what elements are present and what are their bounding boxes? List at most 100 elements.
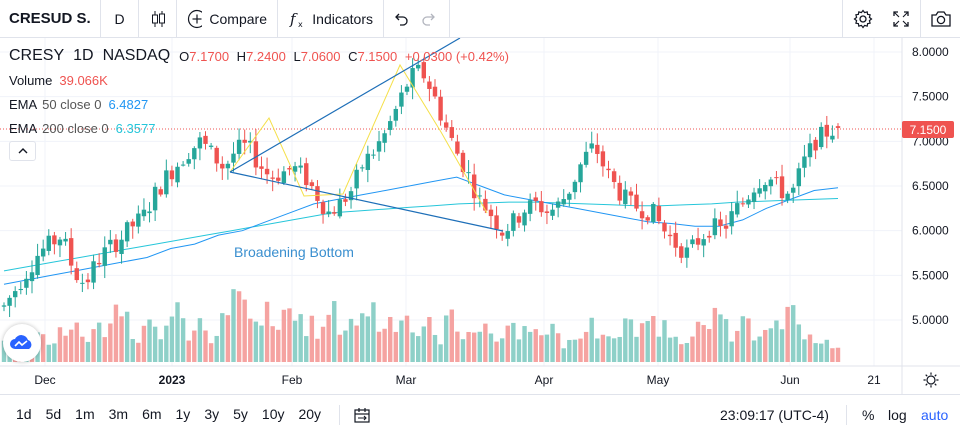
price-chart[interactable]: Broadening Bottom 8.00007.50007.00006.50… xyxy=(0,38,960,394)
candle-body xyxy=(164,170,169,195)
legend-ema50-row[interactable]: EMA 50 close 0 6.4827 xyxy=(9,92,509,116)
redo-button[interactable] xyxy=(414,0,450,38)
legend-collapse-button[interactable] xyxy=(9,141,36,161)
candle-body xyxy=(544,211,550,214)
candle-body xyxy=(735,203,740,215)
volume-bar xyxy=(511,322,516,362)
volume-bar xyxy=(108,323,113,362)
time-axis-settings-button[interactable] xyxy=(923,372,939,388)
snapshot-button[interactable] xyxy=(920,0,960,38)
chart-type-button[interactable] xyxy=(139,0,177,38)
volume-bar xyxy=(835,347,841,362)
range-button-1y[interactable]: 1y xyxy=(175,406,191,422)
candle-body xyxy=(768,179,774,187)
volume-bar xyxy=(807,334,813,362)
candle-body xyxy=(712,218,718,236)
candle-body xyxy=(740,203,746,205)
pattern-label: Broadening Bottom xyxy=(234,244,354,260)
symbol-name: CRESUD S.A xyxy=(9,10,90,27)
volume-bar xyxy=(695,321,701,362)
volume-bar xyxy=(180,318,186,362)
range-button-10y[interactable]: 10y xyxy=(261,406,285,422)
volume-bar xyxy=(203,330,208,362)
volume-bar xyxy=(186,340,191,362)
volume-bar xyxy=(729,341,734,362)
range-button-3m[interactable]: 3m xyxy=(108,406,129,422)
candle-body xyxy=(572,181,578,193)
compare-label: Compare xyxy=(209,10,267,27)
settings-button[interactable] xyxy=(842,0,882,38)
candle-body xyxy=(690,239,695,245)
auto-toggle[interactable]: auto xyxy=(921,395,948,434)
high-label: H xyxy=(236,48,247,64)
candle-body xyxy=(29,272,35,282)
candle-body xyxy=(40,248,46,257)
range-button-1d[interactable]: 1d xyxy=(16,406,32,422)
candle-body xyxy=(248,140,253,143)
open-label: O xyxy=(179,48,190,64)
fullscreen-button[interactable] xyxy=(882,0,920,38)
candle-body xyxy=(583,151,589,165)
volume-bar xyxy=(158,339,163,362)
percent-toggle[interactable]: % xyxy=(862,395,874,434)
candle-body xyxy=(326,211,331,215)
range-button-20y[interactable]: 20y xyxy=(298,406,322,422)
candle-body xyxy=(68,238,74,266)
interval-button[interactable]: D xyxy=(101,0,139,38)
broadening-bottom-pattern: Broadening Bottom xyxy=(229,38,504,260)
candle-body xyxy=(539,201,544,213)
range-button-5d[interactable]: 5d xyxy=(45,406,62,422)
price-tick-label: 5.5000 xyxy=(912,268,949,282)
undo-button[interactable] xyxy=(384,0,414,38)
volume-bar xyxy=(550,323,555,362)
candle-body xyxy=(214,147,219,164)
legend-interval: 1D xyxy=(73,47,94,64)
undo-icon xyxy=(395,13,408,26)
lower-trendline[interactable] xyxy=(229,171,504,232)
range-button-5y[interactable]: 5y xyxy=(233,406,248,422)
range-button-1m[interactable]: 1m xyxy=(75,406,95,422)
candle-body xyxy=(600,151,606,167)
candle-body xyxy=(108,239,113,245)
timezone-clock[interactable]: 23:09:17 (UTC-4) xyxy=(720,395,829,434)
volume-bar xyxy=(281,309,287,362)
candle-body xyxy=(287,168,292,170)
tradingview-logo[interactable] xyxy=(3,324,41,362)
time-tick-label: 21 xyxy=(867,373,881,387)
volume-bar xyxy=(80,336,85,362)
log-toggle[interactable]: log xyxy=(888,395,907,434)
volume-bar xyxy=(264,301,270,362)
candle-body xyxy=(292,166,298,172)
candle-body xyxy=(802,156,807,168)
range-button-3y[interactable]: 3y xyxy=(204,406,220,422)
candle-body xyxy=(651,203,656,223)
toolbar-right xyxy=(842,0,960,38)
low-label: L xyxy=(293,48,301,64)
compare-button[interactable]: Compare xyxy=(177,0,278,38)
volume-bar xyxy=(494,341,499,362)
upper-trendline[interactable] xyxy=(229,38,461,173)
candle-body xyxy=(208,145,214,147)
range-button-6m[interactable]: 6m xyxy=(142,406,162,422)
redo-icon xyxy=(422,13,435,26)
legend-ema200-row[interactable]: EMA 200 close 0 6.3577 xyxy=(9,116,509,140)
candle-body xyxy=(634,194,639,209)
candle-body xyxy=(304,163,309,186)
candle-body xyxy=(360,167,365,169)
volume-bar xyxy=(309,315,315,362)
volume-bar xyxy=(555,333,561,362)
candle-body xyxy=(729,211,734,227)
symbol-search[interactable]: CRESUD S.A xyxy=(0,0,101,38)
volume-bar xyxy=(819,343,824,362)
date-range-button[interactable] xyxy=(353,395,371,434)
change-value: +0.0300 (+0.42%) xyxy=(404,48,509,64)
ema50-line xyxy=(3,176,839,285)
legend-volume-row[interactable]: Volume 39.066K xyxy=(9,68,509,92)
candle-body xyxy=(522,212,527,226)
volume-bar xyxy=(796,324,802,362)
top-toolbar: CRESUD S.A D Compare fx Indicators xyxy=(0,0,960,38)
volume-bar xyxy=(320,326,326,362)
time-tick-label: 2023 xyxy=(159,373,186,387)
time-tick-label: Apr xyxy=(535,373,554,387)
